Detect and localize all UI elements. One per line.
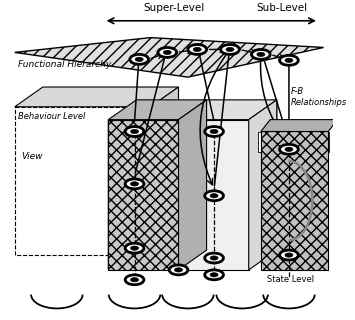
- Ellipse shape: [280, 250, 298, 260]
- Ellipse shape: [210, 273, 218, 277]
- Text: Functional Hierarchy: Functional Hierarchy: [17, 60, 111, 69]
- Ellipse shape: [205, 270, 223, 280]
- Ellipse shape: [220, 44, 239, 54]
- Text: Behaviour Level: Behaviour Level: [17, 112, 85, 121]
- Polygon shape: [151, 87, 179, 255]
- Ellipse shape: [285, 58, 293, 62]
- Ellipse shape: [210, 194, 218, 198]
- Polygon shape: [249, 100, 277, 270]
- Ellipse shape: [205, 126, 223, 136]
- Ellipse shape: [125, 179, 144, 189]
- Ellipse shape: [135, 57, 143, 61]
- Ellipse shape: [257, 52, 265, 57]
- Ellipse shape: [193, 47, 201, 52]
- Ellipse shape: [251, 50, 270, 59]
- Text: State Level: State Level: [267, 275, 315, 284]
- Polygon shape: [179, 100, 207, 270]
- Text: View: View: [21, 152, 43, 161]
- Ellipse shape: [125, 243, 144, 253]
- Ellipse shape: [210, 256, 218, 260]
- Ellipse shape: [131, 182, 138, 186]
- Polygon shape: [179, 100, 277, 120]
- Ellipse shape: [131, 129, 138, 133]
- Ellipse shape: [205, 253, 223, 263]
- Ellipse shape: [280, 144, 298, 154]
- Ellipse shape: [125, 126, 144, 136]
- Polygon shape: [15, 37, 323, 77]
- Text: F-B
Relationships: F-B Relationships: [291, 87, 347, 107]
- Ellipse shape: [175, 268, 182, 272]
- Ellipse shape: [131, 246, 138, 250]
- Ellipse shape: [226, 47, 234, 52]
- Ellipse shape: [188, 44, 207, 54]
- Polygon shape: [108, 120, 179, 270]
- Ellipse shape: [205, 191, 223, 201]
- Polygon shape: [15, 107, 151, 255]
- Ellipse shape: [285, 147, 293, 151]
- Polygon shape: [261, 132, 328, 270]
- Text: Super-Level: Super-Level: [143, 3, 204, 13]
- Ellipse shape: [130, 54, 148, 64]
- Ellipse shape: [210, 129, 218, 133]
- Polygon shape: [108, 100, 207, 120]
- Ellipse shape: [131, 278, 138, 282]
- Ellipse shape: [280, 55, 298, 65]
- Ellipse shape: [285, 253, 293, 257]
- Polygon shape: [261, 120, 338, 132]
- Polygon shape: [179, 120, 249, 270]
- Ellipse shape: [169, 265, 188, 275]
- Ellipse shape: [125, 275, 144, 285]
- Ellipse shape: [163, 50, 171, 54]
- Text: B-S Relationship: B-S Relationship: [264, 140, 322, 146]
- Ellipse shape: [158, 47, 177, 57]
- Polygon shape: [15, 87, 179, 107]
- Text: Sub-Level: Sub-Level: [256, 3, 307, 13]
- Polygon shape: [108, 100, 277, 270]
